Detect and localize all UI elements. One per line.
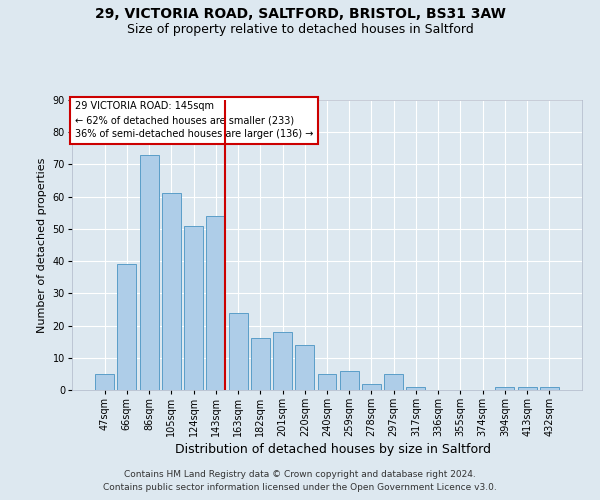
Bar	[340, 370, 359, 390]
Text: 29, VICTORIA ROAD, SALTFORD, BRISTOL, BS31 3AW: 29, VICTORIA ROAD, SALTFORD, BRISTOL, BS…	[95, 8, 505, 22]
Bar	[184, 226, 203, 390]
Bar	[384, 374, 403, 390]
Bar	[251, 338, 270, 390]
Bar	[518, 387, 536, 390]
Y-axis label: Number of detached properties: Number of detached properties	[37, 158, 47, 332]
Bar	[406, 387, 425, 390]
Bar	[229, 312, 248, 390]
Bar	[162, 194, 181, 390]
Bar	[540, 387, 559, 390]
Text: Distribution of detached houses by size in Saltford: Distribution of detached houses by size …	[175, 442, 491, 456]
Text: Size of property relative to detached houses in Saltford: Size of property relative to detached ho…	[127, 22, 473, 36]
Bar	[496, 387, 514, 390]
Bar	[140, 155, 158, 390]
Bar	[118, 264, 136, 390]
Bar	[362, 384, 381, 390]
Bar	[206, 216, 225, 390]
Bar	[317, 374, 337, 390]
Text: 29 VICTORIA ROAD: 145sqm
← 62% of detached houses are smaller (233)
36% of semi-: 29 VICTORIA ROAD: 145sqm ← 62% of detach…	[74, 102, 313, 140]
Bar	[95, 374, 114, 390]
Text: Contains public sector information licensed under the Open Government Licence v3: Contains public sector information licen…	[103, 482, 497, 492]
Text: Contains HM Land Registry data © Crown copyright and database right 2024.: Contains HM Land Registry data © Crown c…	[124, 470, 476, 479]
Bar	[273, 332, 292, 390]
Bar	[295, 345, 314, 390]
